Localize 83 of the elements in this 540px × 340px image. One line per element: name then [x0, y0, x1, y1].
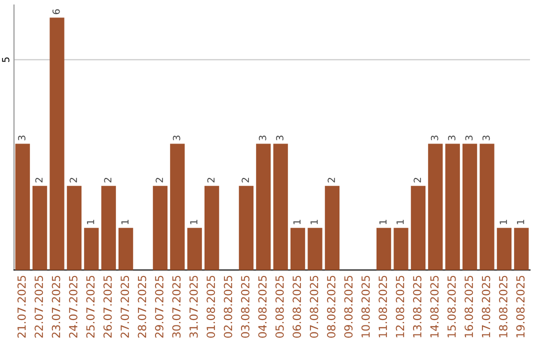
x-tick-label: 05.08.2025 — [275, 276, 284, 338]
data-label: 3 — [276, 136, 284, 140]
bar — [204, 186, 220, 270]
x-tick-label: 14.08.2025 — [430, 276, 439, 338]
bar — [290, 228, 306, 270]
y-tick-label: 5 — [2, 57, 10, 62]
x-tick-label: 19.08.2025 — [516, 276, 525, 338]
bar — [32, 186, 48, 270]
x-tick-label: 11.08.2025 — [378, 276, 388, 338]
data-label: 2 — [104, 178, 112, 182]
data-label: 1 — [500, 220, 507, 224]
data-label: 3 — [18, 136, 26, 140]
data-label: 2 — [207, 178, 214, 182]
bar — [84, 228, 99, 270]
x-tick-label: 25.07.2025 — [86, 276, 95, 338]
x-tick-label: 16.08.2025 — [464, 276, 474, 338]
bar — [462, 144, 478, 270]
bar — [101, 186, 116, 270]
x-tick-label: 07.08.2025 — [310, 276, 318, 338]
bar — [308, 228, 322, 270]
bar — [496, 228, 512, 270]
bar — [170, 144, 185, 270]
data-label: 2 — [70, 178, 77, 182]
x-tick-label: 01.08.2025 — [206, 276, 216, 338]
bar — [514, 228, 529, 270]
x-tick-label: 15.08.2025 — [447, 276, 456, 338]
x-tick-label: 12.08.2025 — [396, 276, 404, 338]
x-tick-label: 04.08.2025 — [258, 276, 267, 338]
data-label: 3 — [465, 136, 473, 140]
bar — [428, 144, 443, 270]
data-label: 2 — [242, 178, 249, 182]
data-label: 2 — [414, 178, 421, 182]
data-label: 2 — [35, 178, 42, 182]
x-tick-label: 30.07.2025 — [172, 276, 181, 338]
bar — [394, 228, 408, 270]
x-tick-label: 28.07.2025 — [138, 276, 146, 338]
data-label: 1 — [379, 220, 386, 224]
data-label: 1 — [190, 220, 198, 224]
data-label: 1 — [310, 220, 318, 224]
x-tick-label: 31.07.2025 — [189, 276, 198, 338]
bar — [66, 186, 82, 270]
data-label: 3 — [258, 136, 266, 140]
data-label: 3 — [172, 136, 180, 140]
data-label: 3 — [430, 136, 438, 140]
data-label: 6 — [52, 9, 60, 14]
data-label: 1 — [86, 220, 94, 224]
x-tick-label: 03.08.2025 — [241, 276, 250, 338]
bar — [445, 144, 460, 270]
x-tick-label: 13.08.2025 — [413, 276, 422, 338]
data-label: 1 — [516, 220, 524, 224]
x-tick-label: 09.08.2025 — [344, 276, 353, 338]
data-label: 2 — [156, 178, 163, 182]
data-label: 3 — [448, 136, 456, 140]
x-tick-label: 27.07.2025 — [120, 276, 130, 338]
bar — [15, 144, 30, 270]
bar — [152, 186, 168, 270]
x-tick-label: 08.08.2025 — [327, 276, 336, 338]
x-tick-label: 22.07.2025 — [34, 276, 44, 338]
bar — [118, 228, 134, 270]
x-tick-label: 26.07.2025 — [103, 276, 112, 338]
x-tick-label: 23.07.2025 — [52, 276, 60, 338]
bar — [273, 144, 288, 270]
x-tick-label: 17.08.2025 — [482, 276, 490, 338]
data-label: 1 — [121, 220, 128, 224]
bar — [376, 228, 392, 270]
x-tick-label: 02.08.2025 — [224, 276, 232, 338]
data-label: 1 — [293, 220, 300, 224]
bar — [410, 186, 426, 270]
x-tick-label: 18.08.2025 — [499, 276, 508, 338]
bar — [480, 144, 494, 270]
x-tick-label: 29.07.2025 — [155, 276, 164, 338]
bar — [324, 186, 340, 270]
bar — [256, 144, 271, 270]
data-label: 1 — [396, 220, 404, 224]
bar — [187, 228, 202, 270]
x-tick-label: 21.07.2025 — [17, 276, 26, 338]
bar — [238, 186, 254, 270]
x-tick-label: 24.07.2025 — [69, 276, 78, 338]
bar — [50, 18, 64, 270]
data-label: 2 — [328, 178, 335, 182]
x-tick-label: 10.08.2025 — [361, 276, 370, 338]
data-label: 3 — [482, 136, 490, 140]
x-tick-label: 06.08.2025 — [292, 276, 302, 338]
